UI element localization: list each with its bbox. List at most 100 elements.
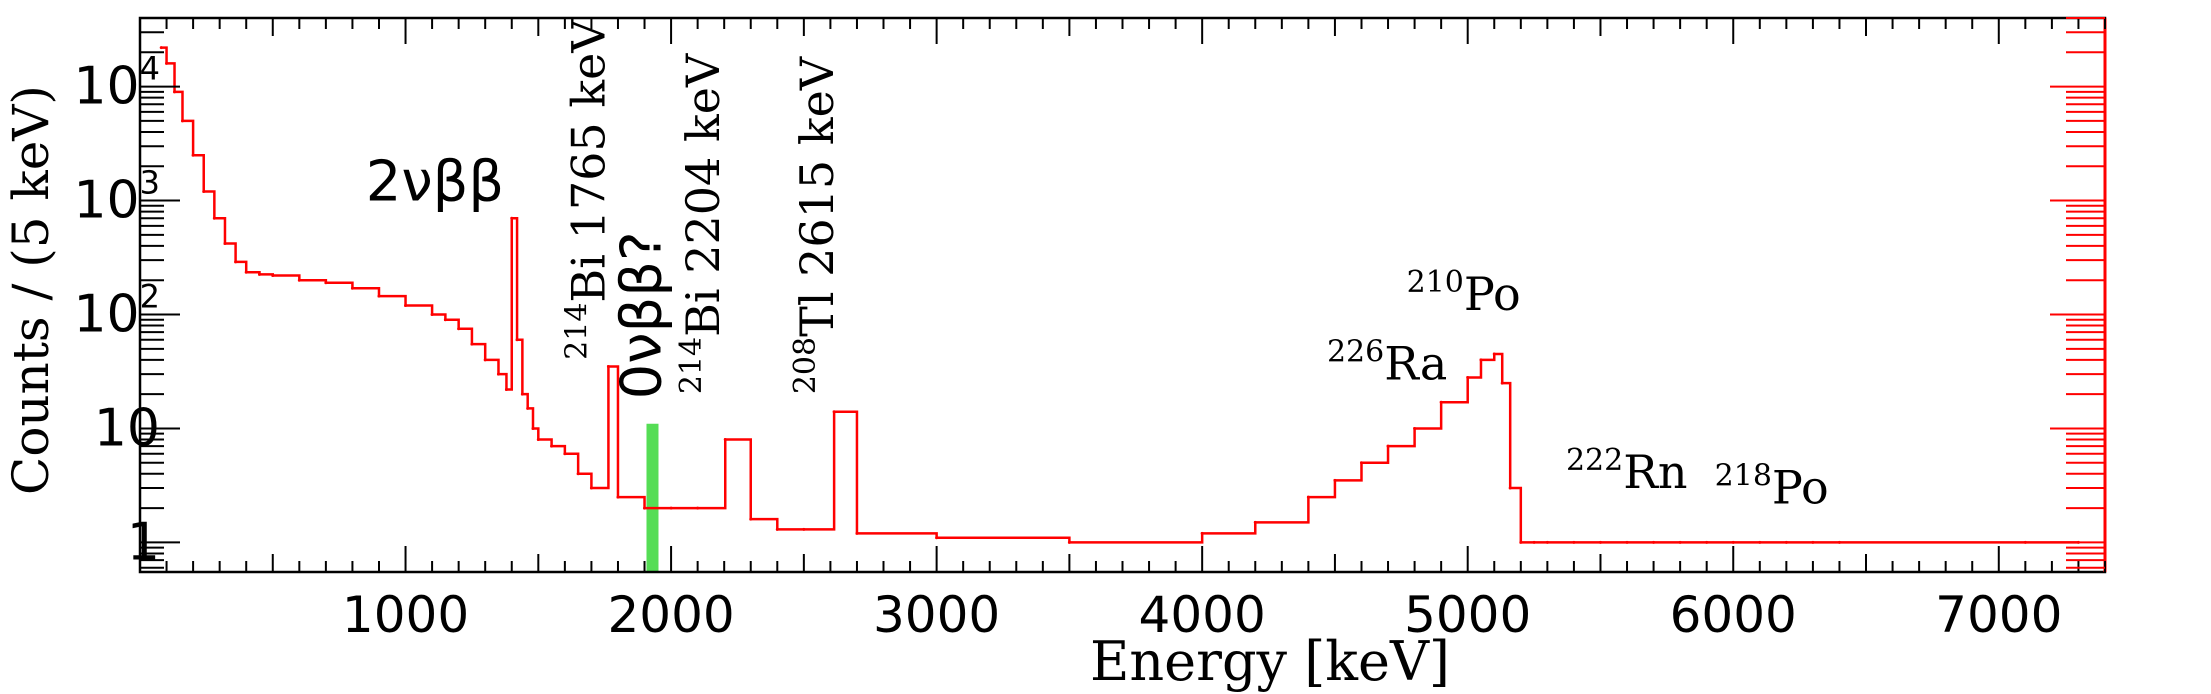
spectrum-point [483, 358, 487, 362]
spectrum-point [1811, 540, 1815, 544]
spectrum-point [1333, 478, 1337, 482]
spectrum-point [1500, 381, 1504, 385]
spectrum-point [515, 338, 519, 342]
spectrum-point [324, 281, 328, 285]
spectrum-point [1466, 376, 1470, 380]
annotation-rn222: 222Rn [1566, 443, 1688, 499]
spectrum-point [1413, 426, 1417, 430]
axes: 1000 2000 3000 4000 5000 6000 7000 1 10 102 103 104 [73, 16, 2107, 644]
annotation-0nbb: 0νββ? [609, 231, 674, 399]
spectrum-point [271, 273, 275, 277]
spectrum-point [696, 506, 700, 510]
spectrum-point [244, 270, 248, 274]
y-tick-label: 1 [127, 512, 160, 572]
x-tick-label: 4000 [1139, 586, 1266, 644]
spectrum-point [1479, 358, 1483, 362]
spectrum-point [606, 364, 610, 368]
spectrum-point [212, 216, 216, 220]
spectrum-point [520, 392, 524, 396]
spectrum-point [377, 294, 381, 298]
spectrum-point [1519, 540, 1523, 544]
spectrum-point [1386, 444, 1390, 448]
annotation-bi2204: 214Bi 2204 keV [674, 53, 730, 394]
y-axis-label: Counts / (5 keV) [2, 85, 60, 495]
y-tick-label: 102 [73, 278, 160, 345]
spectrum-point [855, 531, 859, 535]
spectrum-point [616, 495, 620, 499]
spectrum-point [404, 303, 408, 307]
spectrum-point [1200, 531, 1204, 535]
spectrum-point [536, 438, 540, 442]
spectrum-point [443, 318, 447, 322]
x-tick-label: 3000 [873, 586, 1000, 644]
spectrum-point [1439, 400, 1443, 404]
y-tick-label: 104 [73, 50, 160, 117]
spectrum-point [531, 426, 535, 430]
spectrum-point [832, 410, 836, 414]
y-tick-label: 10 [94, 398, 160, 458]
spectrum-point [430, 313, 434, 317]
spectrum-point [1731, 540, 1735, 544]
spectrum-point [510, 216, 514, 220]
spectrum-point [563, 452, 567, 456]
spectrum-point [643, 506, 647, 510]
spectrum-point [165, 61, 169, 65]
x-tick-label: 2000 [607, 586, 734, 644]
spectrum-point [550, 444, 554, 448]
spectrum-point [1625, 540, 1629, 544]
spectrum-point [297, 278, 301, 282]
spectrum-point [180, 119, 184, 123]
x-axis-label: Energy [keV] [1090, 630, 1450, 693]
x-tick-label: 1000 [342, 586, 469, 644]
spectrum-point [1545, 540, 1549, 544]
spectrum-point [202, 190, 206, 194]
spectrum-point [223, 241, 227, 245]
spectrum-point [802, 527, 806, 531]
spectrum-point [1705, 540, 1709, 544]
spectrum-point [723, 438, 727, 442]
spectrum-point [576, 472, 580, 476]
spectrum-point [1508, 486, 1512, 490]
spectrum-point [1837, 540, 1841, 544]
annotation-tl2615: 208Tl 2615 keV [788, 56, 844, 394]
spectrum-point [504, 387, 508, 391]
spectrum-point [935, 536, 939, 540]
spectrum-point [1359, 461, 1363, 465]
x-tick-label: 5000 [1404, 586, 1531, 644]
spectrum-point [1598, 540, 1602, 544]
spectrum-point [2023, 540, 2027, 544]
spectrum-point [159, 46, 163, 50]
annotation-bi1765: 214Bi 1765 keV [560, 19, 616, 360]
annotation-2nbb: 2νββ [366, 150, 504, 215]
spectrum-point [775, 527, 779, 531]
spectrum-point [1067, 540, 1071, 544]
annotation-po218: 218Po [1715, 458, 1829, 514]
spectrum-point [1678, 540, 1682, 544]
spectrum-point [257, 272, 261, 276]
spectrum-point [457, 327, 461, 331]
spectrum-point [234, 260, 238, 264]
spectrum-point [669, 506, 673, 510]
spectrum-point [1492, 352, 1496, 356]
spectrum-point [1253, 520, 1257, 524]
spectrum-point [1652, 540, 1656, 544]
spectrum-point [749, 517, 753, 521]
spectrum-point [1758, 540, 1762, 544]
spectrum-point [191, 153, 195, 157]
y-tick-label: 103 [73, 164, 160, 231]
spectrum-point [173, 90, 177, 94]
x-tick-label: 6000 [1670, 586, 1797, 644]
spectrum-point [470, 342, 474, 346]
plot-area [159, 46, 2080, 572]
spectrum-point [1306, 495, 1310, 499]
annotation-ra226: 226Ra [1327, 334, 1447, 390]
spectrum-point [589, 486, 593, 490]
spectrum-point [526, 406, 530, 410]
spectrum-point [350, 286, 354, 290]
spectrum-point [1572, 540, 1576, 544]
spectrum-point [496, 372, 500, 376]
spectrum-point [1784, 540, 1788, 544]
x-tick-label: 7000 [1935, 586, 2062, 644]
